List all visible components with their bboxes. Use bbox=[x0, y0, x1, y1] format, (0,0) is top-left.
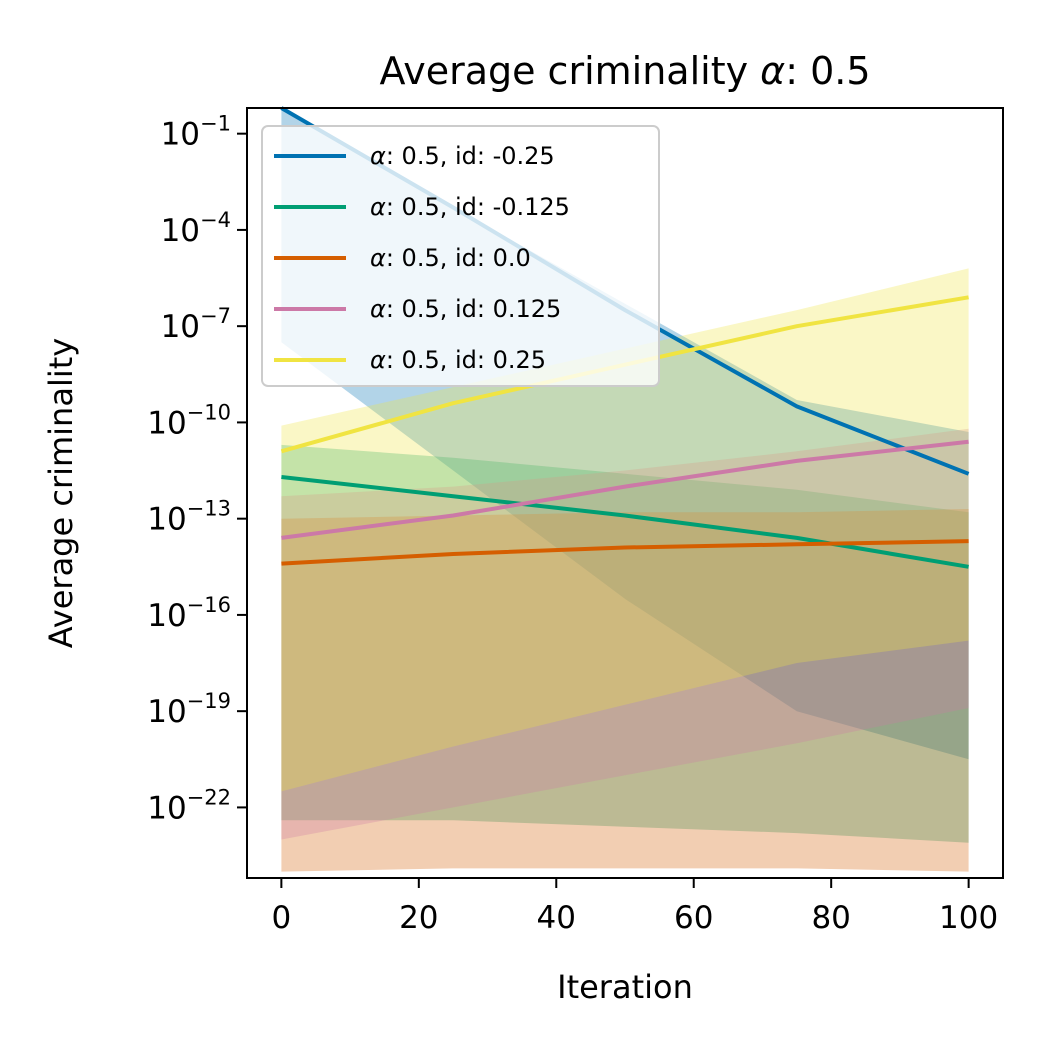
plot-frame bbox=[246, 107, 1004, 879]
y-tick-label: 10−13 bbox=[147, 497, 231, 538]
series-line-4 bbox=[281, 439, 969, 540]
y-axis: 10−1 10−4 10−7 10−10 10−13 10−16 10−19 10−22 bbox=[147, 112, 247, 826]
x-tick-label: 60 bbox=[674, 900, 713, 936]
legend-label-4: α: 0.5, id: 0.125 bbox=[370, 295, 561, 323]
legend: α: 0.5, id: -0.25 α: 0.5, id: -0.125 α: 0.… bbox=[261, 125, 660, 387]
y-axis-label: Average criminality bbox=[42, 338, 80, 648]
legend-label-5: α: 0.5, id: 0.25 bbox=[370, 346, 546, 374]
x-tick-label: 80 bbox=[811, 900, 850, 936]
x-tick-label: 0 bbox=[271, 900, 291, 936]
y-tick-label: 10−7 bbox=[161, 304, 231, 345]
y-tick-label: 10−10 bbox=[147, 400, 231, 441]
x-tick-label: 20 bbox=[399, 900, 438, 936]
series-line-2 bbox=[281, 475, 969, 569]
x-tick-label: 40 bbox=[537, 900, 576, 936]
legend-box bbox=[261, 125, 660, 387]
confidence-bands bbox=[281, 108, 969, 872]
confidence-band-series-3 bbox=[281, 509, 969, 872]
y-tick-label: 10−16 bbox=[147, 593, 231, 634]
series-line-3 bbox=[281, 539, 969, 566]
confidence-band-series-4 bbox=[281, 428, 969, 840]
confidence-band-series-5 bbox=[281, 268, 969, 792]
y-tick-label: 10−4 bbox=[161, 208, 231, 249]
x-tick-label: 100 bbox=[939, 900, 998, 936]
y-tick-label: 10−1 bbox=[161, 112, 231, 153]
legend-label-3: α: 0.5, id: 0.0 bbox=[370, 244, 531, 272]
chart-title: Average criminality α: 0.5 bbox=[379, 49, 870, 93]
y-tick-label: 10−22 bbox=[147, 785, 231, 826]
legend-label-1: α: 0.5, id: -0.25 bbox=[370, 142, 555, 170]
x-axis-label: Iteration bbox=[557, 968, 693, 1006]
x-axis: 0 20 40 60 80 100 bbox=[271, 878, 998, 936]
legend-label-2: α: 0.5, id: -0.125 bbox=[370, 193, 570, 221]
y-tick-label: 10−19 bbox=[147, 689, 231, 730]
